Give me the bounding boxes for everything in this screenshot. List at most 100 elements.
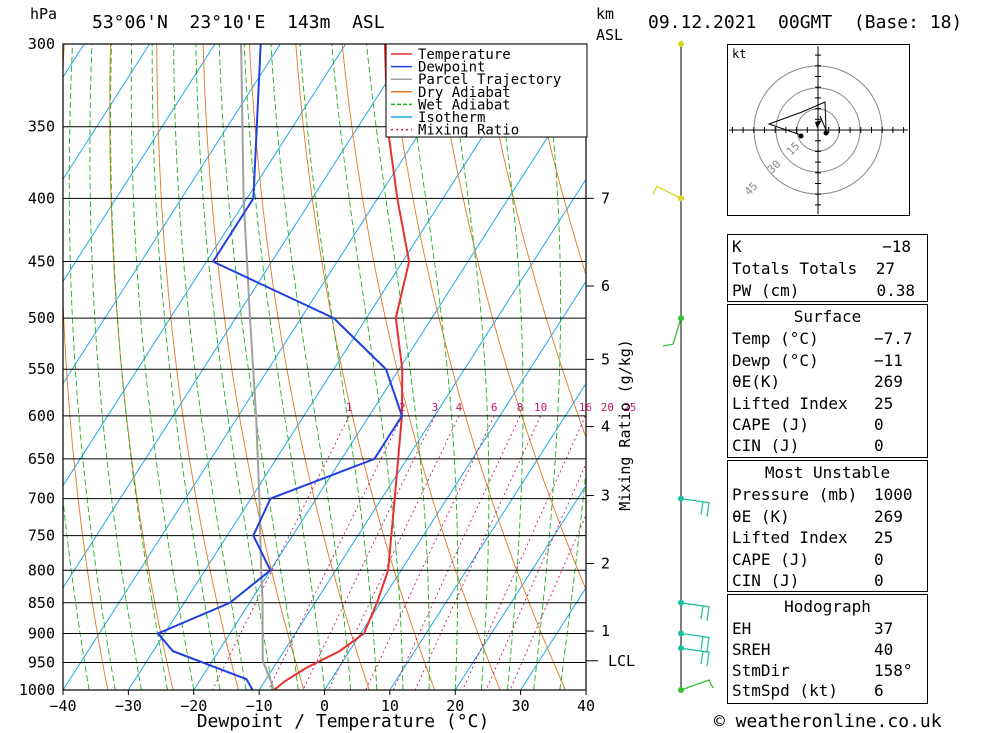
index-row: Totals Totals <box>732 259 858 278</box>
pressure-unit-label: hPa <box>30 5 58 23</box>
legend-label: Isotherm <box>418 110 485 126</box>
isotherm-line <box>63 44 347 487</box>
wind-barb <box>680 632 710 652</box>
index-row: K <box>732 237 742 256</box>
mixing-ratio-line <box>212 415 350 690</box>
wind-barb <box>700 636 704 650</box>
x-tick-label: −10 <box>246 697 273 715</box>
wet-adiabat-line <box>404 44 459 690</box>
wet-adiabat-line <box>331 44 404 690</box>
surface-table: Surface Temp (°C) −7.7 Dewp (°C) −11 θE(… <box>727 304 928 458</box>
height-tick-label: 4 <box>601 418 610 436</box>
height-tick-label: 6 <box>601 277 610 295</box>
wet-adiabat-line <box>89 44 142 690</box>
isotherm-line <box>63 44 477 690</box>
most-unstable-title: Most Unstable <box>764 463 891 482</box>
pressure-tick-label: 700 <box>28 490 55 508</box>
dry-adiabat-line <box>109 44 174 690</box>
dry-adiabat-line <box>388 44 566 690</box>
legend-box <box>385 43 588 138</box>
mixing-ratio-label: 6 <box>491 401 498 414</box>
lcl-label: LCL <box>608 652 635 670</box>
wind-barb <box>700 605 704 619</box>
parcel-trajectory-line <box>240 44 276 690</box>
wet-adiabat-line <box>270 44 352 690</box>
wet-adiabat-line <box>173 44 247 690</box>
isotherm-line <box>258 178 586 690</box>
dry-adiabat-line <box>480 44 586 439</box>
hodo-label: EH <box>732 619 752 638</box>
surface-label: θE(K) <box>732 372 781 391</box>
isotherm-line <box>389 382 586 690</box>
dry-adiabat-line <box>991 44 1000 690</box>
hodograph-point-surface <box>823 130 829 136</box>
dry-adiabat-line <box>341 44 501 690</box>
mixing-ratio-label: 8 <box>517 401 524 414</box>
mu-value: 25 <box>874 528 894 547</box>
surface-value: −11 <box>874 351 903 370</box>
isotherm-line <box>63 44 412 589</box>
index-value: −18 <box>882 237 911 256</box>
hodograph-table-title: Hodograph <box>784 597 871 616</box>
isotherm-line <box>127 44 543 690</box>
location-title: 53°06'N 23°10'E 143m ASL <box>92 12 385 33</box>
height-tick-label: 1 <box>601 622 610 640</box>
hodograph-storm-arrow <box>815 120 822 128</box>
surface-title: Surface <box>793 307 862 326</box>
dry-adiabat-line <box>527 44 586 277</box>
wind-barb <box>700 501 704 515</box>
dry-adiabat-line <box>249 44 370 690</box>
mu-label: CIN (J) <box>732 571 800 590</box>
x-axis-title: Dewpoint / Temperature (°C) <box>197 711 490 732</box>
index-value: 27 <box>875 259 895 278</box>
pressure-tick-label: 500 <box>28 309 55 327</box>
mixing-ratio-label: 2 <box>399 401 406 414</box>
mu-value: 269 <box>874 507 903 526</box>
height-unit-km: km <box>596 5 615 23</box>
mixing-ratio-label: 3 <box>432 401 439 414</box>
x-tick-label: 10 <box>381 697 399 715</box>
plot-frame <box>62 43 587 691</box>
hodo-value: 37 <box>874 619 894 638</box>
wet-adiabat-line <box>533 44 562 690</box>
hodograph-table: Hodograph EH 37 SREH 40 StmDir 158° StmS… <box>727 594 928 704</box>
pressure-tick-label: 350 <box>28 118 55 136</box>
legend-label: Parcel Trajectory <box>418 72 561 88</box>
mixing-ratio-label: 16 <box>579 401 592 414</box>
mixing-ratio-line <box>485 462 586 690</box>
pressure-tick-label: 800 <box>28 561 55 579</box>
mu-value: 1000 <box>874 485 913 504</box>
mu-value: 0 <box>874 550 884 569</box>
datetime-title: 09.12.2021 00GMT (Base: 18) <box>648 12 963 33</box>
wet-adiabat-line <box>299 44 378 690</box>
mu-label: Pressure (mb) <box>732 485 858 504</box>
pressure-tick-label: 750 <box>28 527 55 545</box>
copyright-link[interactable]: © weatheronline.co.uk <box>714 711 942 732</box>
legend-label: Dry Adiabat <box>418 85 511 101</box>
pressure-tick-label: 850 <box>28 594 55 612</box>
wind-level-dot <box>678 41 684 47</box>
pressure-tick-label: 1000 <box>19 681 55 699</box>
hodo-label: SREH <box>732 640 771 659</box>
surface-label: CAPE (J) <box>732 415 810 434</box>
isotherm-line <box>63 44 281 385</box>
isotherm-line <box>63 44 150 181</box>
surface-label: CIN (J) <box>732 436 800 455</box>
surface-value: −7.7 <box>874 329 913 348</box>
wind-barb <box>700 651 704 665</box>
x-tick-label: 0 <box>320 697 329 715</box>
wet-adiabat-line <box>151 44 221 690</box>
mixing-ratio-line <box>302 415 436 690</box>
surface-label: Temp (°C) <box>732 329 819 348</box>
height-tick-label: 3 <box>601 487 610 505</box>
wet-adiabat-line <box>110 44 169 690</box>
wind-barb <box>680 679 714 691</box>
height-tick-label: 2 <box>601 555 610 573</box>
mixing-ratio-axis-title: Mixing Ratio (g/kg) <box>616 339 634 511</box>
height-unit-asl: ASL <box>596 26 624 44</box>
most-unstable-table: Most Unstable Pressure (mb) 1000 θE (K) … <box>727 460 928 592</box>
mixing-ratio-label: 25 <box>623 401 636 414</box>
isotherm-line <box>63 44 216 283</box>
hodograph-trace <box>767 101 827 136</box>
mixing-ratio-label: 10 <box>534 401 547 414</box>
